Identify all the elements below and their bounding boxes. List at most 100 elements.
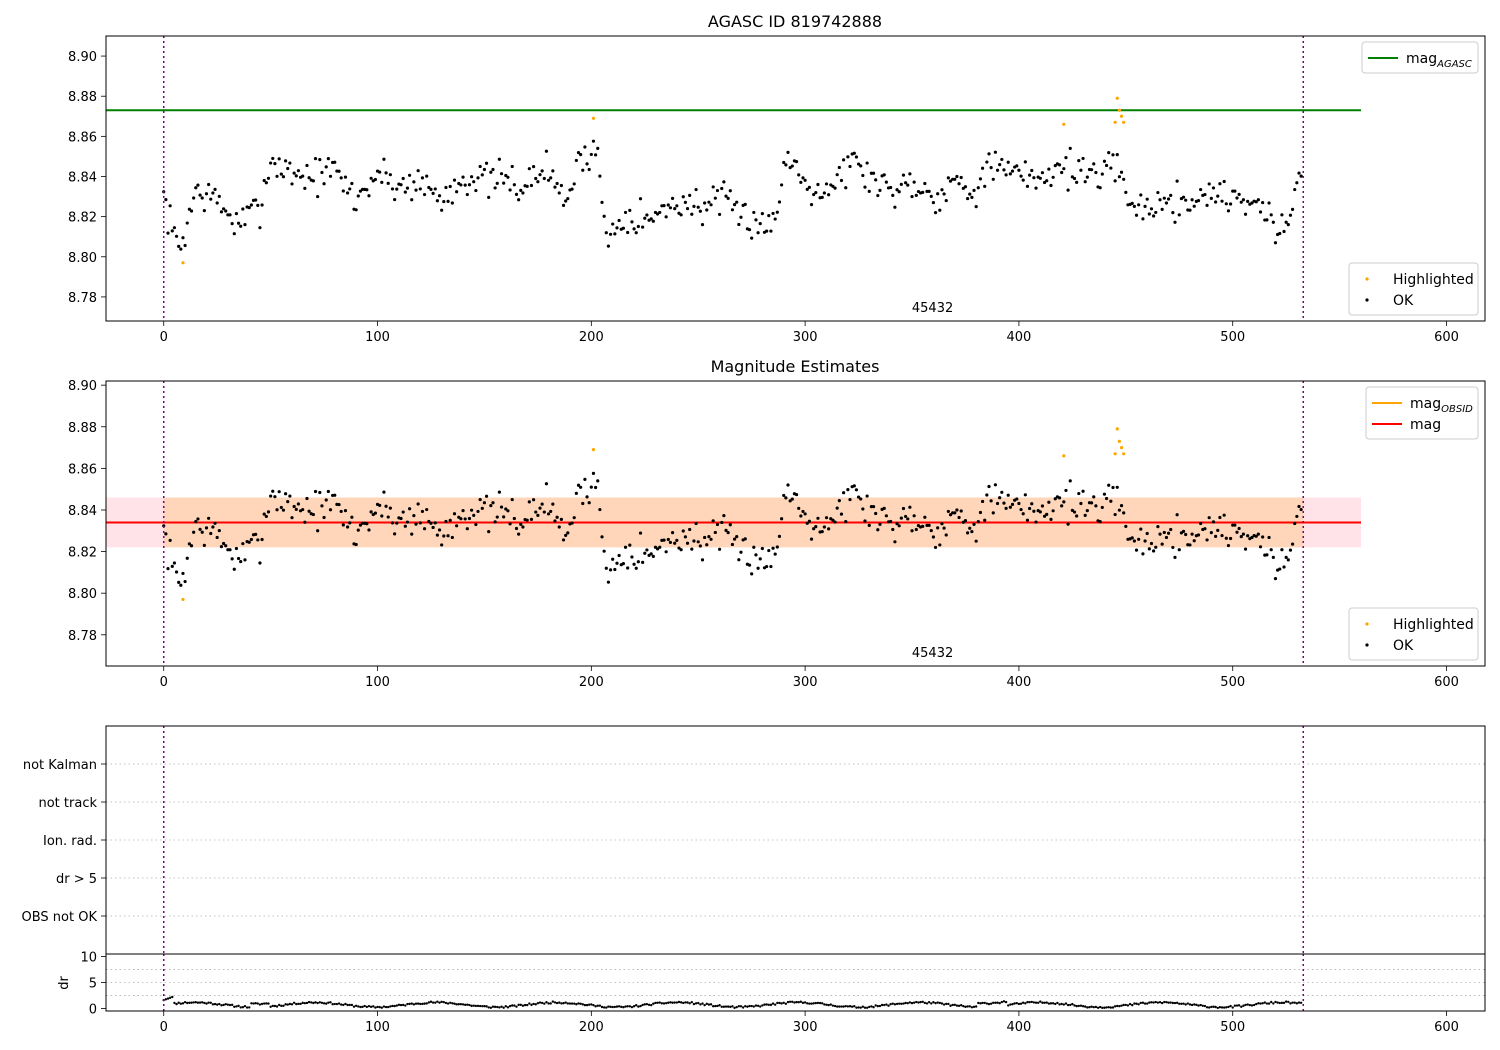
- ok-point: [388, 173, 392, 177]
- ok-point: [694, 187, 698, 192]
- ok-point: [1233, 523, 1237, 527]
- dr-point: [968, 1005, 971, 1008]
- ok-point: [970, 530, 974, 534]
- ok-point: [1218, 182, 1222, 186]
- dr-point: [329, 1001, 332, 1004]
- ok-point: [581, 501, 585, 506]
- ok-point: [1254, 200, 1258, 204]
- ok-point: [459, 517, 463, 521]
- ok-point: [1282, 565, 1286, 569]
- dr-point: [179, 1002, 183, 1005]
- ok-point: [878, 522, 882, 526]
- dr-point: [1274, 1000, 1277, 1004]
- ok-point: [401, 510, 405, 514]
- ok-point: [1207, 516, 1211, 520]
- ok-point: [585, 162, 589, 166]
- ok-point: [1085, 175, 1089, 179]
- ok-point: [508, 522, 512, 526]
- ok-point: [487, 530, 491, 534]
- ok-point: [876, 528, 880, 532]
- dr-point: [1287, 1000, 1290, 1004]
- ok-point: [564, 533, 568, 537]
- ok-point: [204, 192, 209, 196]
- ok-point: [435, 199, 439, 203]
- ok-point: [1205, 538, 1209, 542]
- ok-point: [294, 507, 298, 511]
- ok-point: [476, 509, 480, 514]
- ok-point: [437, 528, 442, 532]
- ok-point: [743, 202, 747, 206]
- ok-point: [1053, 497, 1057, 501]
- ok-point: [1192, 539, 1196, 543]
- ok-point: [1015, 497, 1019, 501]
- ok-point: [1222, 513, 1226, 517]
- dr-point: [855, 1006, 858, 1009]
- agasc-legend-top: magAGASC: [1361, 41, 1479, 74]
- dr-point: [190, 1001, 193, 1004]
- ok-point: [459, 183, 463, 187]
- dr-point: [188, 1001, 191, 1004]
- ok-point: [1134, 213, 1139, 217]
- dr-point: [239, 1006, 242, 1009]
- ok-point: [1064, 156, 1068, 160]
- dr-point: [1002, 1000, 1006, 1003]
- ok-point: [234, 212, 239, 216]
- dr-point: [485, 1005, 488, 1008]
- ok-point: [679, 213, 683, 217]
- ok-point: [1132, 204, 1136, 208]
- ok-point: [1220, 199, 1224, 203]
- ok-point: [1066, 522, 1070, 526]
- ok-point: [908, 505, 912, 509]
- dr-point: [615, 1005, 619, 1008]
- ok-point: [452, 512, 457, 516]
- dr-point: [675, 1001, 679, 1004]
- ok-point: [418, 187, 422, 191]
- ok-point: [1008, 505, 1012, 509]
- ok-point: [1278, 231, 1282, 236]
- ok-point: [703, 201, 707, 205]
- ok-point: [608, 568, 613, 572]
- ok-point: [258, 561, 262, 565]
- x-tick-label: 0: [160, 675, 168, 690]
- ok-point: [799, 514, 803, 518]
- ok-point: [683, 535, 687, 539]
- ok-point: [172, 226, 177, 230]
- dr-point: [803, 1001, 807, 1004]
- ok-point: [350, 515, 354, 519]
- ok-point: [476, 176, 480, 180]
- ok-point: [891, 527, 895, 532]
- dr-point: [1028, 1000, 1031, 1004]
- x-tick-label: 500: [1220, 1020, 1245, 1035]
- legend-label: OK: [1393, 638, 1414, 654]
- ok-point: [589, 152, 593, 157]
- dr-point: [478, 1004, 482, 1008]
- ok-point: [835, 506, 839, 510]
- ok-point: [168, 538, 172, 542]
- ok-point: [593, 153, 598, 157]
- ok-point: [1258, 210, 1263, 214]
- ok-point: [236, 556, 241, 561]
- ok-point: [469, 175, 474, 179]
- ok-point: [162, 524, 166, 528]
- dr-point: [863, 1006, 867, 1009]
- dr-point: [476, 1004, 480, 1008]
- dr-point: [506, 1006, 510, 1009]
- ok-point: [856, 495, 861, 499]
- dr-point: [857, 1006, 860, 1009]
- ok-point: [944, 533, 948, 537]
- ok-point: [1288, 548, 1293, 552]
- dr-point: [545, 1001, 548, 1004]
- ok-point: [670, 196, 675, 200]
- ok-point: [183, 243, 187, 248]
- ok-point: [611, 222, 615, 226]
- ok-point: [200, 196, 204, 200]
- highlighted-point: [181, 261, 185, 265]
- ok-point: [393, 197, 397, 202]
- dr-point: [900, 1002, 903, 1006]
- ok-point: [1181, 195, 1186, 199]
- ok-point: [1130, 201, 1134, 205]
- dr-point: [543, 1002, 546, 1005]
- dr-point: [1036, 1001, 1040, 1004]
- ok-point: [328, 508, 333, 512]
- ok-point: [249, 203, 253, 207]
